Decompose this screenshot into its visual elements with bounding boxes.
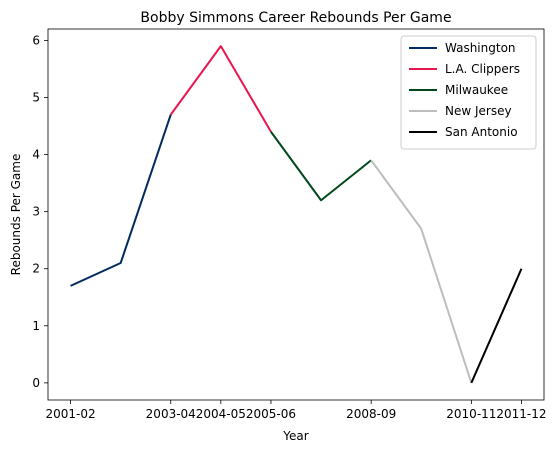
x-axis: 2001-02 2003-04 2004-05 2005-06 2008-09 2010-…	[45, 400, 547, 421]
x-tick-label: 2004-05	[196, 407, 246, 421]
legend-label: New Jersey	[445, 104, 512, 118]
legend: Washington L.A. Clippers Milwaukee New Jers…	[400, 35, 537, 150]
y-tick-label: 0	[32, 376, 40, 390]
x-tick-label: 2008-09	[346, 407, 396, 421]
y-axis-label: Rebounds Per Game	[9, 154, 23, 276]
y-tick-label: 1	[32, 319, 40, 333]
series-line-4	[470, 268, 523, 384]
y-tick-label: 5	[32, 90, 40, 104]
plot-area-frame	[47, 28, 545, 401]
x-tick-label: 2001-02	[45, 407, 95, 421]
legend-label: Washington	[445, 41, 516, 55]
series-line-2	[270, 131, 372, 202]
x-tick-label: 2010-11	[446, 407, 496, 421]
y-axis: 0 1 2 3 4 5 6	[32, 33, 48, 390]
x-tick-label: 2011-12	[496, 407, 546, 421]
legend-box	[400, 35, 537, 150]
series-line-3	[370, 159, 473, 384]
y-tick-label: 4	[32, 148, 40, 162]
y-tick-label: 3	[32, 205, 40, 219]
x-tick-label: 2003-04	[146, 407, 196, 421]
series-layer	[70, 45, 523, 384]
legend-label: L.A. Clippers	[445, 62, 520, 76]
series-line-0	[70, 114, 172, 287]
series-line-1	[169, 45, 272, 133]
y-tick-label: 6	[32, 33, 40, 47]
y-tick-label: 2	[32, 262, 40, 276]
legend-label: Milwaukee	[445, 83, 508, 97]
legend-label: San Antonio	[445, 125, 518, 139]
chart-title: Bobby Simmons Career Rebounds Per Game	[140, 10, 451, 26]
x-tick-label: 2005-06	[246, 407, 296, 421]
x-axis-label: Year	[282, 429, 308, 443]
